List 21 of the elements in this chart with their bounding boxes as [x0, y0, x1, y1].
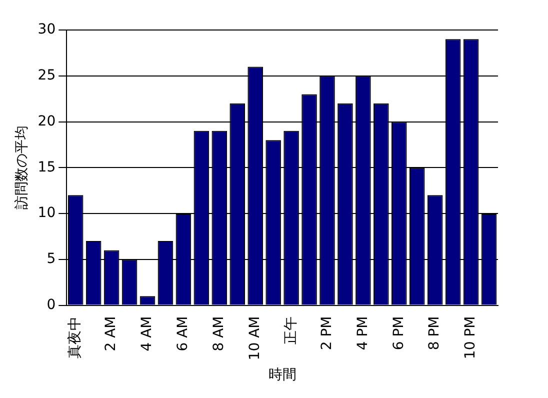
- x-tick-label: 4 PM: [354, 316, 371, 350]
- x-tick-label: 10 AM: [246, 316, 263, 360]
- y-tick-label: 5: [46, 251, 56, 268]
- x-tick-label: 6 AM: [175, 316, 192, 352]
- y-tick-label: 0: [46, 296, 56, 313]
- y-axis-title: 訪問数の平均: [14, 126, 30, 210]
- x-axis-title: 時間: [268, 367, 296, 384]
- x-tick-label: 8 PM: [426, 316, 443, 350]
- x-tick-label: 正午: [282, 316, 299, 344]
- y-tick-label: 15: [38, 159, 56, 176]
- y-tick-label: 20: [38, 113, 56, 130]
- x-tick-label: 4 AM: [139, 316, 156, 352]
- y-tick-label: 30: [38, 22, 56, 38]
- x-tick-label: 2 AM: [103, 316, 120, 352]
- x-tick-label: 真夜中: [67, 316, 84, 358]
- x-tick-label: 8 AM: [211, 316, 228, 352]
- x-tick-label: 6 PM: [390, 316, 407, 350]
- x-tick-label: 10 PM: [462, 316, 479, 360]
- x-tick-label: 2 PM: [318, 316, 335, 350]
- y-tick-label: 25: [38, 68, 56, 84]
- y-tick-label: 10: [38, 205, 56, 222]
